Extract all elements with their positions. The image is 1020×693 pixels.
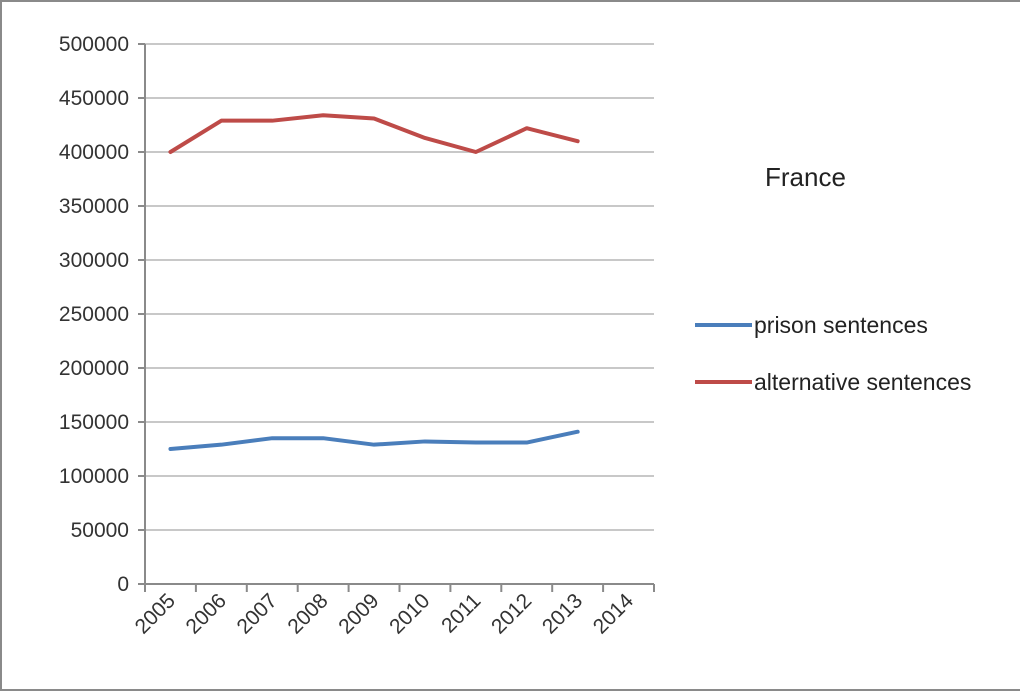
x-tick-label: 2006 bbox=[182, 589, 231, 638]
series-line bbox=[168, 113, 580, 154]
x-tick-label: 2011 bbox=[437, 589, 485, 637]
y-tick-label: 250000 bbox=[59, 303, 129, 326]
x-tick-label: 2005 bbox=[131, 589, 180, 638]
y-tick-label: 500000 bbox=[59, 33, 129, 56]
y-tick-label: 300000 bbox=[59, 249, 129, 272]
legend: prison sentences alternative sentences bbox=[695, 312, 971, 395]
x-tick-label: 2014 bbox=[589, 589, 639, 639]
series-lines bbox=[168, 113, 580, 451]
y-tick-label: 350000 bbox=[59, 195, 129, 218]
legend-label: alternative sentences bbox=[754, 369, 971, 395]
axes bbox=[138, 43, 655, 592]
chart-title: France bbox=[765, 162, 846, 192]
y-tick-label: 100000 bbox=[59, 465, 129, 488]
x-tick-label: 2010 bbox=[385, 589, 434, 638]
x-tick-label: 2008 bbox=[283, 589, 332, 638]
y-tick-label: 450000 bbox=[59, 87, 129, 110]
legend-label: prison sentences bbox=[754, 312, 928, 338]
series-line bbox=[168, 429, 580, 451]
x-tick-label: 2009 bbox=[334, 589, 383, 638]
y-tick-label: 50000 bbox=[71, 519, 129, 542]
x-tick-label: 2013 bbox=[538, 589, 587, 638]
y-tick-labels: 0 50000 100000 150000 200000 250000 300000 3500… bbox=[59, 33, 129, 596]
x-tick-label: 2012 bbox=[487, 589, 536, 638]
y-tick-label: 400000 bbox=[59, 141, 129, 164]
gridlines bbox=[145, 43, 654, 531]
x-tick-label: 2007 bbox=[232, 589, 281, 638]
x-tick-labels: 2005 2006 2007 2008 2009 2010 2011 2012 2013 2014 bbox=[131, 589, 639, 639]
y-tick-label: 150000 bbox=[59, 411, 129, 434]
y-tick-label: 0 bbox=[117, 573, 129, 596]
y-tick-label: 200000 bbox=[59, 357, 129, 380]
